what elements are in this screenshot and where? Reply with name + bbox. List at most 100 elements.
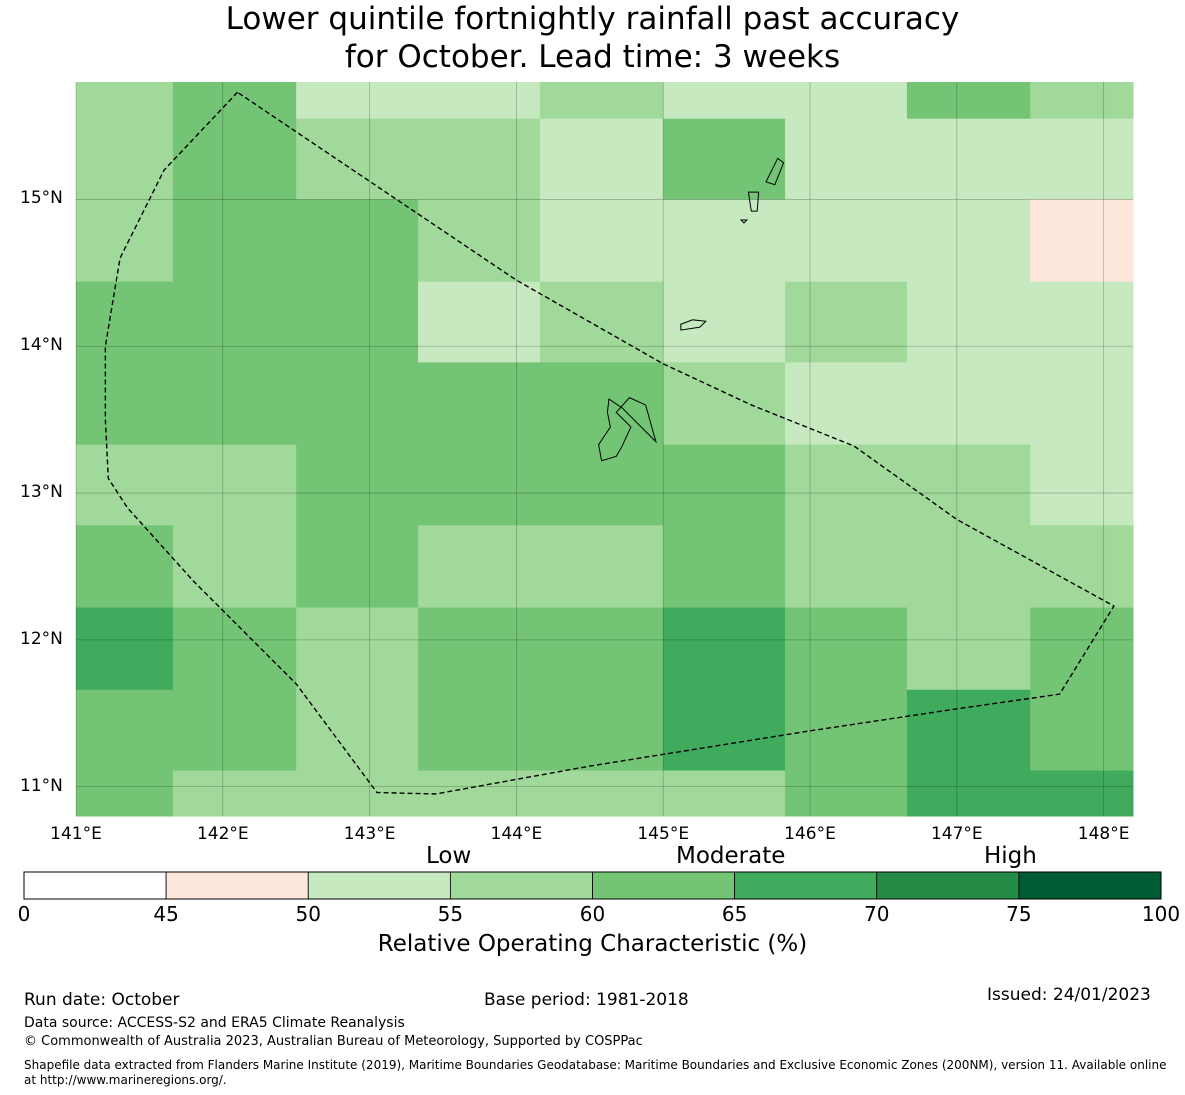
grid-cell xyxy=(296,770,419,817)
grid-cell xyxy=(785,199,908,283)
grid-cell xyxy=(418,689,541,771)
grid-cell xyxy=(172,199,297,283)
grid-cell xyxy=(418,444,541,526)
grid-cell xyxy=(418,199,541,283)
grid-cell xyxy=(906,525,1031,609)
x-tick-label: 147°E xyxy=(930,824,983,844)
grid-cell xyxy=(1030,281,1134,363)
title-line-1: Lower quintile fortnightly rainfall past… xyxy=(225,1,960,37)
grid-cell xyxy=(906,607,1031,691)
grid-cell xyxy=(785,444,908,526)
colorbar-segment xyxy=(165,871,309,900)
run-date: Run date: October xyxy=(24,990,180,1010)
grid-cell xyxy=(1030,199,1134,283)
grid-cell xyxy=(418,525,541,609)
grid-cell xyxy=(1030,362,1134,446)
grid-cell xyxy=(172,82,297,120)
grid-cell xyxy=(663,82,786,120)
grid-cell xyxy=(1030,444,1134,526)
colorbar-segment xyxy=(1018,871,1162,900)
colorbar-segment xyxy=(876,871,1020,900)
colorbar-frame xyxy=(23,871,1162,900)
grid-cell xyxy=(76,525,174,609)
colorbar-tick-label: 70 xyxy=(864,902,890,926)
grid-cell xyxy=(296,444,419,526)
grid-cell xyxy=(1030,525,1134,609)
grid-cell xyxy=(296,281,419,363)
y-tick-label: 11°N xyxy=(20,775,63,796)
grid-cell xyxy=(785,525,908,609)
grid-cell xyxy=(906,444,1031,526)
grid-cell xyxy=(296,82,419,120)
grid-cell xyxy=(172,281,297,363)
grid-cell xyxy=(1030,689,1134,771)
grid-cell xyxy=(663,525,786,609)
grid-cell xyxy=(785,82,908,120)
grid-cell xyxy=(663,689,786,771)
chart-title: Lower quintile fortnightly rainfall past… xyxy=(0,0,1185,76)
grid-cell xyxy=(906,362,1031,446)
grid-cell xyxy=(539,118,664,200)
grid-cell xyxy=(296,118,419,200)
grid-cell xyxy=(76,82,174,120)
grid-cell xyxy=(663,281,786,363)
grid-cell xyxy=(172,362,297,446)
grid-cell xyxy=(76,689,174,771)
grid-cell xyxy=(663,118,786,200)
grid-cell xyxy=(172,525,297,609)
grid-cell xyxy=(418,118,541,200)
grid-cell xyxy=(539,689,664,771)
colorbar-title: Relative Operating Characteristic (%) xyxy=(377,931,808,957)
grid-cell xyxy=(172,118,297,200)
grid-cell xyxy=(418,362,541,446)
copyright: © Commonwealth of Australia 2023, Austra… xyxy=(24,1034,643,1049)
grid-cell xyxy=(296,607,419,691)
grid-cell xyxy=(785,770,908,817)
grid-cell xyxy=(296,199,419,283)
grid-cell xyxy=(76,118,174,200)
grid-cell xyxy=(76,281,174,363)
coastlines xyxy=(598,157,785,462)
grid-cell xyxy=(76,444,174,526)
grid-cell xyxy=(172,770,297,817)
x-tick-label: 148°E xyxy=(1077,824,1130,844)
category-high: High xyxy=(984,843,1037,869)
colorbar-tick-label: 0 xyxy=(17,902,31,926)
grid-cell xyxy=(296,362,419,446)
grid-cell xyxy=(296,525,419,609)
grid-cell xyxy=(539,607,664,691)
grid-cell xyxy=(663,607,786,691)
y-tick-label: 12°N xyxy=(20,628,63,649)
category-low: Low xyxy=(426,843,472,869)
grid-cell xyxy=(663,362,786,446)
grid-cell xyxy=(906,82,1031,120)
island-rota xyxy=(680,319,707,331)
grid-cell xyxy=(76,607,174,691)
grid-cell xyxy=(906,689,1031,771)
grid-cell xyxy=(76,362,174,446)
x-tick-label: 141°E xyxy=(50,824,102,844)
grid-cell xyxy=(539,525,664,609)
colorbar xyxy=(23,871,1162,900)
eez-boundary-layer xyxy=(104,91,1115,795)
colorbar-tick-label: 65 xyxy=(721,902,748,926)
grid-cell xyxy=(76,199,174,283)
grid-cell xyxy=(906,770,1031,817)
colorbar-tick-label: 100 xyxy=(1141,902,1181,926)
base-period: Base period: 1981-2018 xyxy=(484,990,689,1010)
colorbar-tick-label: 75 xyxy=(1006,902,1032,926)
grid-cell xyxy=(785,689,908,771)
x-tick-label: 145°E xyxy=(637,824,690,844)
grid-cell xyxy=(1030,118,1134,200)
grid-cell xyxy=(539,199,664,283)
grid-cell xyxy=(172,607,297,691)
x-tick-label: 142°E xyxy=(196,824,249,844)
colorbar-tick-label: 50 xyxy=(295,902,321,926)
grid-cell xyxy=(1030,607,1134,691)
grid-cell xyxy=(296,689,419,771)
grid-cell xyxy=(172,689,297,771)
colorbar-segment xyxy=(592,871,736,900)
grid-cell xyxy=(785,607,908,691)
colorbar-segment xyxy=(307,871,451,900)
